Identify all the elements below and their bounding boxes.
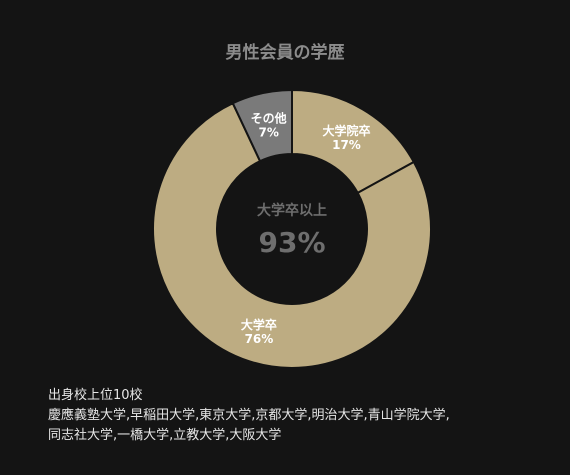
slice-1 [152, 101, 432, 369]
slice-label-0: 大学院卒 [322, 123, 370, 138]
slice-label-1: 大学卒 [241, 317, 277, 332]
top-schools-line-2: 同志社大学,一橋大学,立教大学,大阪大学 [48, 428, 282, 443]
slice-value-0: 17% [332, 138, 361, 152]
center-value: 93% [258, 226, 325, 259]
top-schools-line-1: 慶應義塾大学,早稲田大学,東京大学,京都大学,明治大学,青山学院大学, [48, 408, 450, 423]
top-schools-heading: 出身校上位10校 [48, 388, 143, 403]
center-label: 大学卒以上 [257, 202, 327, 219]
slice-label-2: その他 [251, 111, 287, 126]
slice-value-1: 76% [245, 332, 274, 346]
chart-title: 男性会員の学歴 [225, 43, 345, 63]
top-schools-section: 出身校上位10校 慶應義塾大学,早稲田大学,東京大学,京都大学,明治大学,青山学… [48, 386, 558, 446]
slice-value-2: 7% [258, 126, 278, 140]
donut-slices [152, 88, 432, 369]
slice-2 [231, 88, 293, 163]
